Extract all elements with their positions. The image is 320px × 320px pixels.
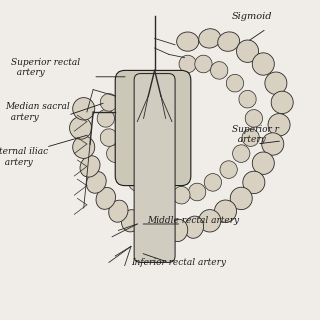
Ellipse shape xyxy=(100,94,117,111)
Ellipse shape xyxy=(116,161,133,179)
Text: Superior r
  artery: Superior r artery xyxy=(232,125,279,144)
Ellipse shape xyxy=(184,216,204,238)
Ellipse shape xyxy=(262,133,284,155)
Ellipse shape xyxy=(177,32,199,51)
Ellipse shape xyxy=(153,219,172,242)
Ellipse shape xyxy=(226,75,244,92)
Ellipse shape xyxy=(233,145,250,163)
Ellipse shape xyxy=(107,145,124,162)
Ellipse shape xyxy=(242,129,259,147)
Text: Sigmoid: Sigmoid xyxy=(232,12,272,20)
Ellipse shape xyxy=(73,136,95,158)
Ellipse shape xyxy=(199,210,221,232)
Ellipse shape xyxy=(157,187,174,204)
Ellipse shape xyxy=(100,129,117,146)
Ellipse shape xyxy=(252,152,274,174)
Ellipse shape xyxy=(271,91,293,114)
Ellipse shape xyxy=(245,110,262,127)
Text: Median sacral
  artery: Median sacral artery xyxy=(5,102,70,122)
Ellipse shape xyxy=(230,187,252,210)
Text: Middle rectal artery: Middle rectal artery xyxy=(147,216,239,225)
Ellipse shape xyxy=(129,174,146,191)
Ellipse shape xyxy=(218,32,240,51)
Ellipse shape xyxy=(137,216,156,238)
Ellipse shape xyxy=(265,72,287,94)
Text: ternal iliac
  artery: ternal iliac artery xyxy=(0,147,48,166)
Ellipse shape xyxy=(73,98,95,120)
Ellipse shape xyxy=(195,55,212,73)
Ellipse shape xyxy=(179,55,196,73)
Ellipse shape xyxy=(204,173,221,191)
Ellipse shape xyxy=(239,91,256,108)
FancyBboxPatch shape xyxy=(115,70,191,186)
Ellipse shape xyxy=(109,200,128,222)
Ellipse shape xyxy=(243,171,265,194)
Ellipse shape xyxy=(188,183,206,201)
Ellipse shape xyxy=(86,172,106,193)
Ellipse shape xyxy=(96,188,116,209)
Ellipse shape xyxy=(220,161,237,179)
Ellipse shape xyxy=(80,156,100,177)
Ellipse shape xyxy=(141,183,158,201)
Ellipse shape xyxy=(69,117,92,139)
Ellipse shape xyxy=(252,53,274,75)
Ellipse shape xyxy=(97,110,115,127)
FancyBboxPatch shape xyxy=(134,74,175,262)
Ellipse shape xyxy=(121,210,140,232)
Ellipse shape xyxy=(211,62,228,79)
Ellipse shape xyxy=(268,114,290,136)
Ellipse shape xyxy=(199,29,221,48)
Ellipse shape xyxy=(236,40,259,62)
Ellipse shape xyxy=(173,187,190,204)
Text: Superior rectal
  artery: Superior rectal artery xyxy=(11,58,80,77)
Ellipse shape xyxy=(214,200,236,222)
Text: Inferior rectal artery: Inferior rectal artery xyxy=(131,258,226,267)
Ellipse shape xyxy=(169,219,188,242)
